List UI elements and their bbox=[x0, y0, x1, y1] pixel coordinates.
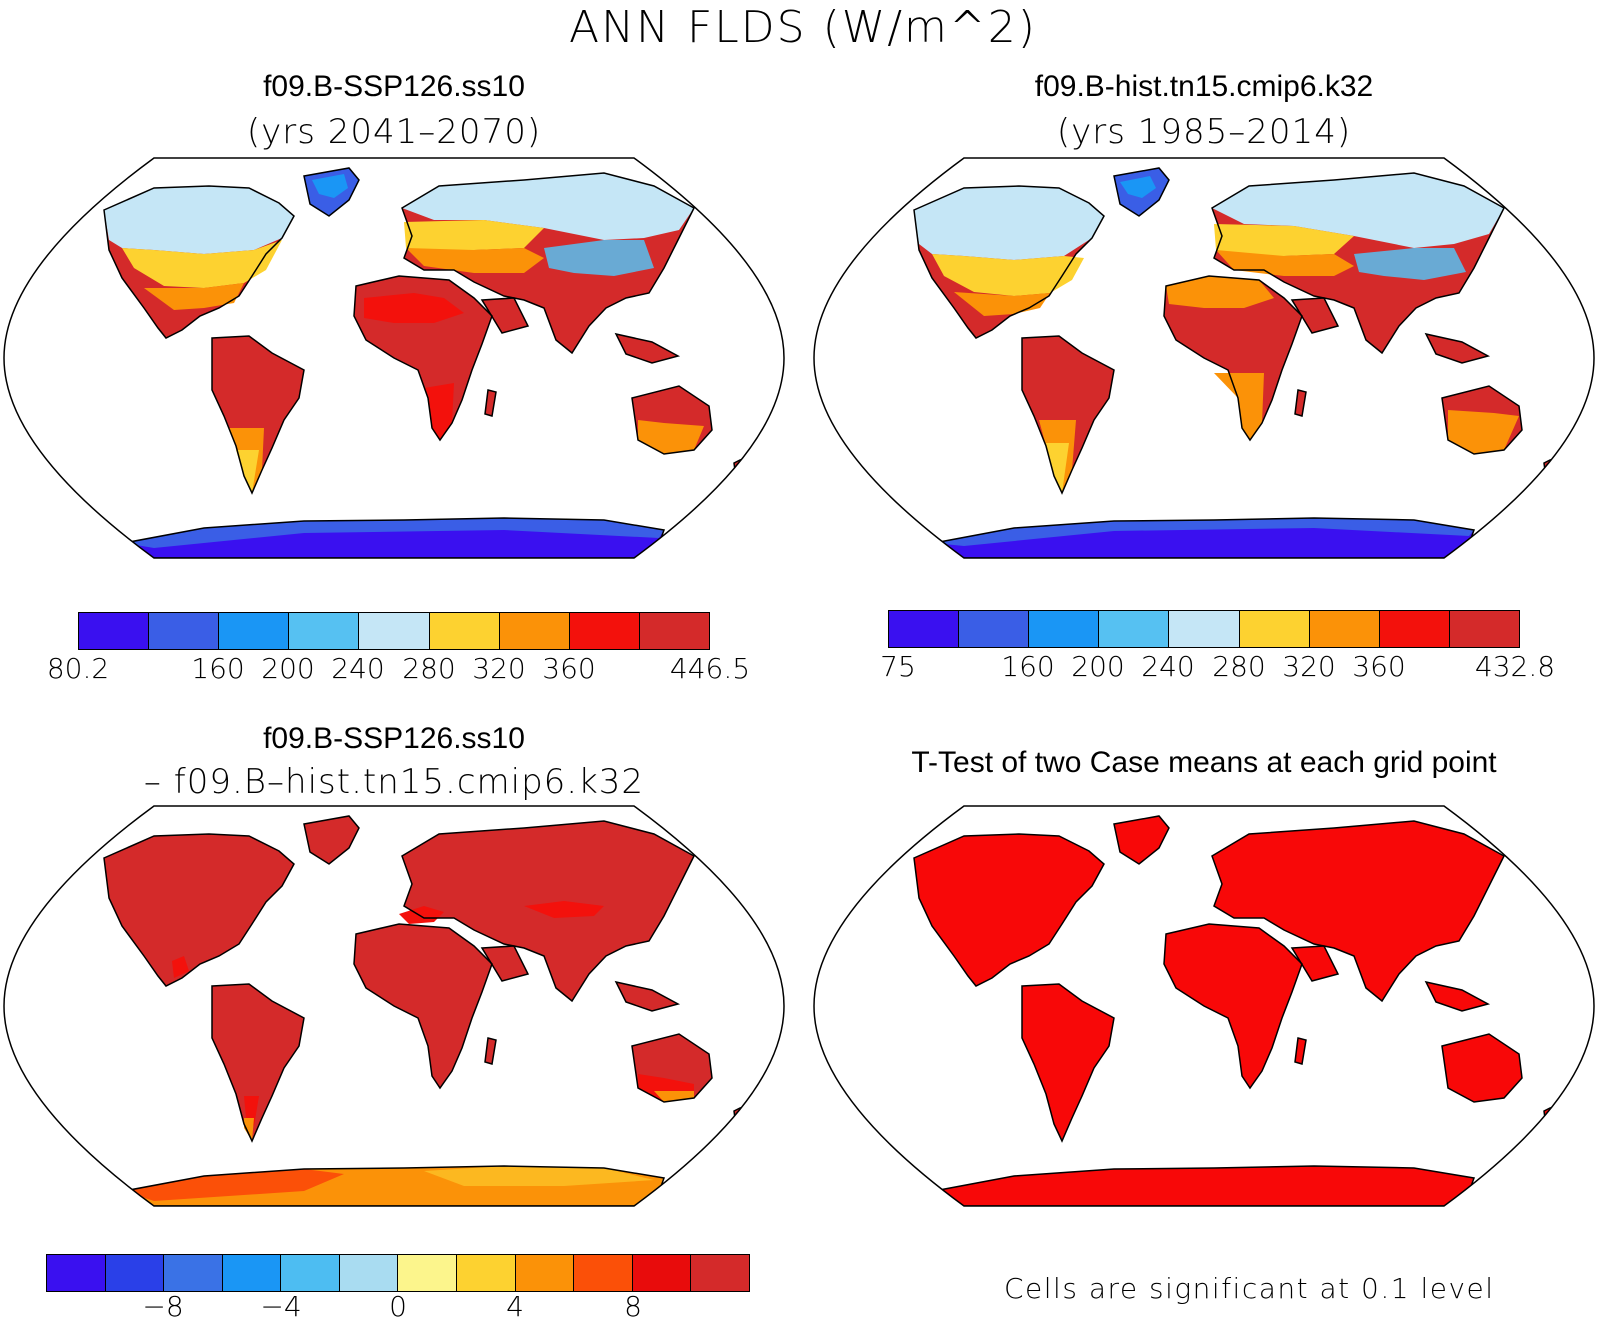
colorbar-cell bbox=[1379, 611, 1450, 647]
panel-title-ssp126: f09.B-SSP126.ss10 bbox=[263, 70, 525, 103]
panel-title-difference: f09.B-SSP126.ss10 bbox=[263, 722, 525, 755]
colorbar-tick-label: 240 bbox=[331, 652, 385, 685]
colorbar-cell bbox=[429, 613, 500, 649]
panel-subtitle-years-1985-2014: (yrs 1985–2014) bbox=[1056, 112, 1352, 152]
climate-bands bbox=[104, 168, 704, 558]
map-ssp126 bbox=[3, 157, 785, 559]
colorbar-tick-label: 360 bbox=[542, 652, 596, 685]
colorbar-tick-label: 160 bbox=[191, 652, 245, 685]
colorbar-cell bbox=[281, 1255, 340, 1291]
colorbar-cell bbox=[359, 613, 430, 649]
colorbar-tick-label: 320 bbox=[1282, 650, 1336, 683]
colorbar-cell bbox=[1239, 611, 1310, 647]
colorbar-cell bbox=[499, 613, 570, 649]
panel-title-t-test: T-Test of two Case means at each grid po… bbox=[911, 746, 1497, 779]
colorbar-tick-label: 4 bbox=[506, 1290, 524, 1323]
colorbar-tick-label: 0 bbox=[389, 1290, 407, 1323]
panel-subtitle-minus-hist: – f09.B–hist.tn15.cmip6.k32 bbox=[143, 762, 645, 802]
colorbar-cell bbox=[339, 1255, 399, 1291]
colorbar-cell bbox=[1449, 611, 1519, 647]
colorbar-tick-label: 280 bbox=[402, 652, 456, 685]
colorbar-tick-label: 8 bbox=[624, 1290, 642, 1323]
colorbar-tick-label: 360 bbox=[1352, 650, 1406, 683]
colorbar-ssp126 bbox=[78, 612, 710, 650]
colorbar-tick-label: 240 bbox=[1141, 650, 1195, 683]
colorbar-cell bbox=[222, 1255, 282, 1291]
colorbar-tick-label: −4 bbox=[260, 1290, 302, 1323]
colorbar-cell bbox=[398, 1255, 458, 1291]
colorbar-cell bbox=[1099, 611, 1170, 647]
map-frame bbox=[3, 805, 785, 1207]
colorbar-cell bbox=[47, 1255, 106, 1291]
map-difference bbox=[3, 805, 785, 1207]
colorbar-cell bbox=[149, 613, 220, 649]
climate-bands bbox=[914, 168, 1519, 558]
colorbar-tick-label: 280 bbox=[1212, 650, 1266, 683]
colorbar-cell bbox=[574, 1255, 633, 1291]
colorbar-difference bbox=[46, 1254, 750, 1292]
colorbar-cell bbox=[289, 613, 360, 649]
colorbar-cell bbox=[1309, 611, 1380, 647]
colorbar-cell bbox=[164, 1255, 223, 1291]
colorbar-cell bbox=[1029, 611, 1100, 647]
colorbar-tick-label: 80.2 bbox=[46, 652, 110, 685]
colorbar-cell bbox=[632, 1255, 692, 1291]
figure-title: ANN FLDS (W/m^2) bbox=[569, 2, 1037, 53]
panel-title-hist: f09.B-hist.tn15.cmip6.k32 bbox=[1034, 70, 1374, 103]
colorbar-tick-label: 320 bbox=[472, 652, 526, 685]
colorbar-cell bbox=[569, 613, 640, 649]
colorbar-cell bbox=[639, 613, 709, 649]
significance-note: Cells are significant at 0.1 level bbox=[1004, 1272, 1495, 1305]
colorbar-cell bbox=[219, 613, 290, 649]
map-hist bbox=[813, 157, 1595, 559]
colorbar-cell bbox=[959, 611, 1030, 647]
colorbar-cell bbox=[105, 1255, 165, 1291]
colorbar-tick-label: 160 bbox=[1001, 650, 1055, 683]
map-t-test bbox=[813, 805, 1595, 1207]
colorbar-cell bbox=[889, 611, 960, 647]
colorbar-tick-label: 200 bbox=[261, 652, 315, 685]
colorbar-tick-label: 75 bbox=[880, 650, 916, 683]
colorbar-cell bbox=[515, 1255, 575, 1291]
panel-subtitle-years-2041-2070: (yrs 2041–2070) bbox=[246, 112, 542, 152]
colorbar-cell bbox=[79, 613, 150, 649]
colorbar-cell bbox=[691, 1255, 749, 1291]
colorbar-hist bbox=[888, 610, 1520, 648]
climate-bands bbox=[124, 901, 694, 1206]
map-frame bbox=[3, 157, 785, 559]
map-frame bbox=[813, 805, 1595, 1207]
colorbar-cell bbox=[457, 1255, 516, 1291]
colorbar-tick-label: 432.8 bbox=[1474, 650, 1556, 683]
colorbar-tick-label: 446.5 bbox=[669, 652, 751, 685]
map-frame bbox=[813, 157, 1595, 559]
colorbar-cell bbox=[1169, 611, 1240, 647]
colorbar-tick-label: 200 bbox=[1071, 650, 1125, 683]
colorbar-tick-label: −8 bbox=[142, 1290, 184, 1323]
